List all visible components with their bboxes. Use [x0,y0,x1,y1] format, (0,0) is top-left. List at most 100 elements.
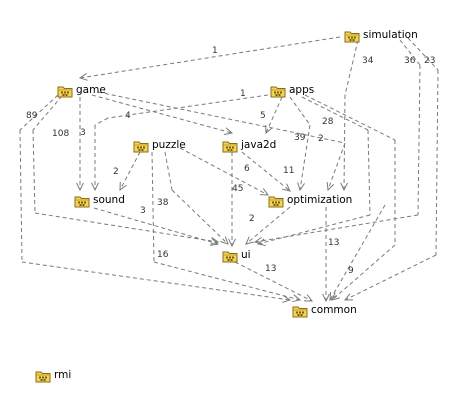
edge-count-label: 1 [212,46,218,56]
package-node-apps[interactable]: apps [270,83,315,98]
arrow-head-icon [256,238,266,247]
edge-count-label: 1 [240,89,246,99]
edge-apps-to-sound[interactable]: 1 [91,89,269,192]
edge-segment [21,261,291,301]
edge-count-label: 45 [232,184,243,194]
edge-segment [245,206,291,245]
arrow-head-icon [259,188,270,196]
package-node-optimization[interactable]: optimization [268,193,352,208]
package-label: common [311,303,357,316]
edge-optimization-to-ui[interactable]: 2 [245,206,291,245]
edge-game-to-common[interactable]: 89 [19,94,292,303]
arrow-head-icon [245,236,254,245]
edge-segment [289,96,311,126]
package-node-common[interactable]: common [292,303,357,318]
edge-segment [327,142,346,191]
edge-segment [241,151,291,192]
edge-segment [407,37,439,71]
edge-count-label: 3 [80,128,86,138]
package-node-simulation[interactable]: simulation [344,28,418,43]
edge-segment [304,94,396,141]
edge-optimization-to-common[interactable]: 13 [322,207,340,303]
edge-segment [164,151,173,191]
package-node-rmi[interactable]: rmi [35,368,72,383]
edge-segment [19,94,59,131]
edge-count-label: 36 [404,56,416,66]
edge-game-to-java2d[interactable]: 4 [91,94,234,135]
edge-segment [329,204,386,301]
package-node-java2d[interactable]: java2d [222,138,277,153]
package-label: ui [241,248,251,261]
arrow-head-icon [210,237,220,245]
arrow-head-icon [282,295,292,303]
edge-game-to-sound[interactable]: 3 [76,97,86,192]
edge-puzzle-to-ui[interactable]: 38 [157,151,229,245]
edge-segment [367,129,371,216]
edge-segment [299,124,311,191]
edge-count-label: 89 [26,111,38,121]
edge-puzzle-to-sound[interactable]: 2 [113,151,141,192]
edge-java2d-to-ui[interactable]: 45 [228,152,244,248]
edge-segment [331,244,396,301]
edge-segment [399,39,421,66]
edge-count-label: 2 [113,167,119,177]
arrow-head-icon [303,294,314,302]
arrow-head-icon [119,181,127,192]
edge-game-to-optimization[interactable]: 39 [97,91,346,192]
edge-segment [265,96,283,134]
package-folder-icon [292,303,308,318]
edge-segment [435,69,439,256]
edge-count-label: 23 [424,56,435,66]
edge-segment [417,64,421,216]
package-label: game [76,83,106,96]
arrow-head-icon [265,124,273,135]
arrow-head-icon [210,238,220,246]
edge-java2d-to-optimization[interactable]: 11 [241,151,294,192]
edge-segment [79,36,341,79]
edge-apps-to-common[interactable]: 9 [329,204,386,301]
package-label: rmi [54,368,72,381]
package-folder-icon [133,138,149,153]
package-node-sound[interactable]: sound [74,193,125,208]
arrow-head-icon [329,291,337,301]
edge-apps-to-ui[interactable] [256,96,371,247]
edge-ui-to-common[interactable]: 13 [234,261,314,302]
package-node-game[interactable]: game [57,83,106,98]
arrow-head-icon [220,236,229,245]
edge-count-label: 13 [328,238,339,248]
arrow-head-icon [228,238,236,248]
package-node-ui[interactable]: ui [222,248,251,263]
edge-count-label: 4 [125,111,131,121]
edge-segment [34,212,219,243]
edge-count-label: 2 [318,134,324,144]
edge-simulation-to-common[interactable]: 23 [343,37,439,301]
package-folder-icon [222,248,238,263]
package-folder-icon [270,83,286,98]
arrow-head-icon [322,293,330,303]
arrow-head-icon [326,181,335,192]
edge-count-label: 34 [362,56,374,66]
package-label: java2d [241,138,277,151]
package-folder-icon [268,193,284,208]
edge-segment [171,189,229,245]
edge-puzzle-to-common[interactable]: 16 [151,151,302,303]
edge-apps-to-optimization[interactable]: 2 [289,96,324,192]
edge-simulation-to-optimization[interactable]: 34 [340,39,374,192]
package-folder-icon [344,28,360,43]
arrow-head-icon [343,293,354,301]
edge-apps-to-java2d[interactable]: 5 [260,96,283,135]
edge-puzzle-to-optimization[interactable]: 6 [179,147,270,196]
package-label: apps [289,83,315,96]
edge-count-label: 9 [348,266,354,276]
edge-apps-to-common[interactable]: 28 [304,94,396,301]
package-node-puzzle[interactable]: puzzle [133,138,186,153]
edge-segment [119,151,141,191]
package-label: simulation [363,28,418,41]
arrow-head-icon [76,182,84,192]
edge-sound-to-ui[interactable]: 3 [93,206,220,246]
edge-simulation-to-game[interactable]: 1 [78,36,341,81]
edge-segment [179,147,269,196]
edge-game-to-ui[interactable]: 108 [32,95,220,245]
arrow-head-icon [340,182,349,192]
